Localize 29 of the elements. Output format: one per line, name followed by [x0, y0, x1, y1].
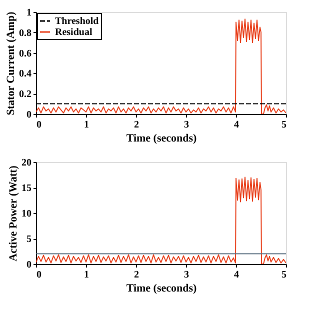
x-tick-label: 1 — [84, 270, 89, 280]
y-tick-label: 0 — [26, 260, 32, 270]
x-tick-label: 5 — [282, 270, 286, 280]
x-tick-label: 2 — [134, 270, 139, 280]
y-tick-label: 0.6 — [19, 48, 32, 60]
x-tick-label: 0 — [36, 270, 42, 280]
y-tick-label: 15 — [22, 183, 32, 194]
x-tick-label: 5 — [282, 120, 286, 130]
y-tick-label: 0.8 — [19, 28, 32, 39]
legend-label: Threshold — [55, 16, 100, 27]
x-axis-title: Time (seconds) — [126, 132, 198, 144]
x-tick-label: 4 — [234, 270, 239, 280]
x-axis-title: Time (seconds) — [126, 282, 198, 294]
y-tick-label: 0.2 — [19, 89, 32, 100]
y-tick-label: 5 — [26, 234, 32, 245]
x-tick-label: 0 — [36, 120, 42, 130]
y-tick-label: 0.4 — [19, 68, 32, 80]
legend-label: Residual — [55, 27, 92, 38]
x-tick-label: 3 — [184, 120, 189, 130]
y-axis-title: Active Power (Watt) — [8, 165, 20, 262]
x-tick-label: 3 — [184, 270, 189, 280]
x-tick-label: 2 — [134, 120, 139, 130]
y-tick-label: 10 — [22, 208, 32, 220]
x-tick-label: 4 — [234, 120, 239, 130]
y-axis-title: Stator Current (Amp) — [5, 11, 17, 116]
y-tick-label: 1 — [26, 8, 32, 18]
x-tick-label: 1 — [84, 120, 89, 130]
y-tick-label: 0 — [26, 110, 32, 120]
y-tick-label: 20 — [22, 158, 32, 168]
